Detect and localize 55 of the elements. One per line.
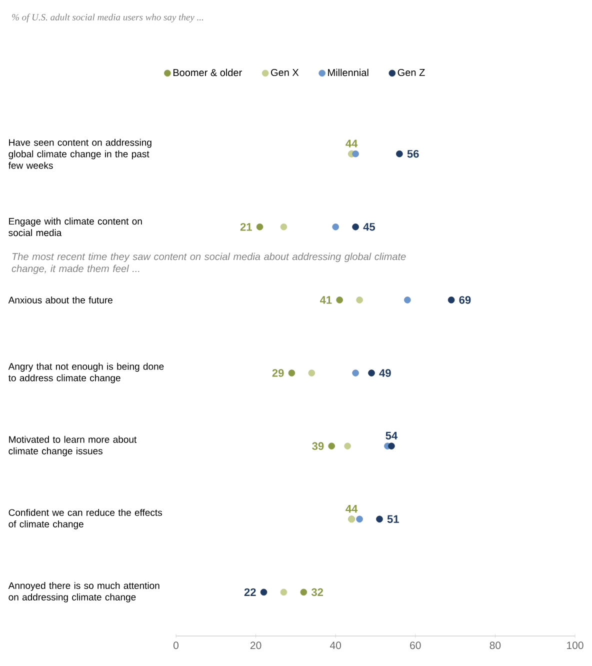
point [448, 296, 455, 304]
data-label: 39 [312, 442, 324, 450]
point [368, 370, 375, 376]
legend-label: Millennial [328, 68, 368, 76]
legend-label: Gen Z [398, 68, 425, 76]
point [256, 223, 264, 230]
data-label: 41 [320, 296, 332, 304]
point [280, 588, 288, 596]
data-label: 32 [311, 588, 324, 596]
data-label: 51 [387, 515, 399, 523]
y-tick-label: Angry that not enough is being done to address climate change [8, 362, 164, 384]
point [260, 588, 268, 596]
x-tick-label: 20 [250, 642, 262, 650]
point [396, 150, 403, 158]
point [308, 370, 316, 376]
y-tick-label: Have seen content on addressing global climate change in the past few weeks [8, 138, 152, 169]
x-tick-label: 0 [173, 642, 179, 650]
point [376, 516, 383, 523]
x-tick-label: 40 [330, 642, 342, 650]
data-label: 29 [272, 369, 284, 377]
point [356, 516, 363, 523]
legend-label: Gen X [271, 68, 299, 76]
point [336, 296, 343, 304]
point [332, 223, 339, 230]
data-label: 54 [386, 432, 398, 440]
point [328, 442, 336, 450]
y-tick-label: Motivated to learn more about climate change issues [8, 436, 137, 456]
point [388, 442, 395, 450]
point [352, 370, 359, 376]
x-tick-label: 100 [567, 642, 584, 650]
y-tick-label: Confident we can reduce the effects of climate change [8, 508, 162, 530]
legend-label: Boomer & older [173, 68, 242, 76]
point [352, 150, 359, 158]
x-tick-label: 60 [410, 642, 421, 650]
x-tick-label: 80 [490, 642, 501, 650]
data-label: 44 [346, 505, 358, 513]
point [280, 223, 288, 230]
data-label: 22 [244, 588, 256, 596]
data-label: 69 [459, 296, 471, 304]
chart-title: % of U.S. adult social media users who say they ... [12, 14, 204, 22]
y-tick-label: Annoyed there is so much attention on addressing climate change [8, 582, 160, 602]
data-label: 56 [407, 150, 419, 158]
point [352, 223, 359, 230]
data-label: 44 [346, 140, 358, 148]
point [344, 442, 351, 450]
point [356, 296, 363, 304]
point [404, 296, 411, 304]
annotation: The most recent time they saw content on social media about addressing global climate change, it made them feel ... [12, 252, 406, 274]
point [288, 370, 296, 376]
data-label: 45 [363, 223, 375, 231]
data-label: 21 [240, 223, 252, 231]
y-tick-label: Anxious about the future [8, 296, 112, 304]
data-label: 49 [379, 369, 391, 377]
y-tick-label: Engage with climate content on social media [8, 218, 142, 236]
point [300, 588, 308, 596]
